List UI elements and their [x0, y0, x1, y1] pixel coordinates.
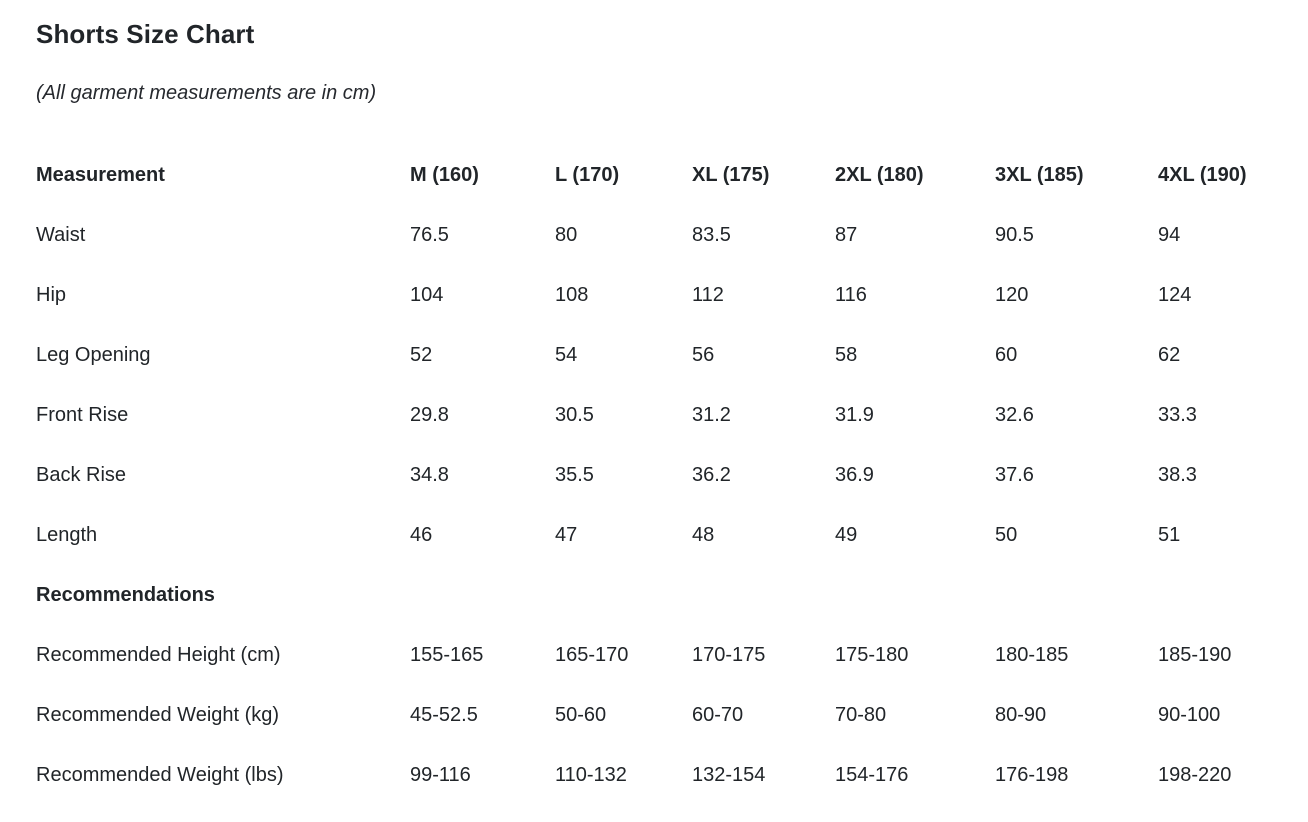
cell-value: 50-60 [555, 704, 607, 726]
table-row: Back Rise 34.8 35.5 36.2 36.9 37.6 38.3 [36, 445, 1272, 505]
row-label: Length [36, 524, 98, 546]
row-label: Back Rise [36, 464, 127, 486]
cell-value: 155-165 [410, 644, 484, 666]
column-header-size: M (160) [410, 164, 479, 186]
row-label: Front Rise [36, 404, 129, 426]
measurement-unit-note: (All garment measurements are in cm) [36, 82, 377, 104]
cell-value: 83.5 [692, 224, 731, 246]
table-row: Recommended Weight (kg) 45-52.5 50-60 60-70… [36, 685, 1272, 745]
table-row: Length 46 47 48 49 50 51 [36, 505, 1272, 565]
cell-value: 99-116 [410, 764, 471, 786]
cell-value: 30.5 [555, 404, 594, 426]
row-label: Hip [36, 284, 67, 306]
cell-value: 154-176 [835, 764, 909, 786]
column-header-measurement: Measurement [36, 164, 165, 186]
cell-value: 110-132 [555, 764, 627, 786]
cell-value: 35.5 [555, 464, 594, 486]
cell-value: 36.9 [835, 464, 874, 486]
cell-value: 37.6 [995, 464, 1034, 486]
cell-value: 54 [555, 344, 578, 366]
cell-value: 170-175 [692, 644, 766, 666]
cell-value: 70-80 [835, 704, 887, 726]
cell-value: 29.8 [410, 404, 449, 426]
row-label: Waist [36, 224, 86, 246]
table-row: Waist 76.5 80 83.5 87 90.5 94 [36, 205, 1272, 265]
cell-value: 33.3 [1158, 404, 1197, 426]
row-label: Recommended Weight (kg) [36, 704, 280, 726]
table-row: Hip 104 108 112 116 120 124 [36, 265, 1272, 325]
row-label: Leg Opening [36, 344, 151, 366]
cell-value: 62 [1158, 344, 1181, 366]
column-header-size: L (170) [555, 164, 620, 186]
cell-value: 80 [555, 224, 578, 246]
cell-value: 48 [692, 524, 715, 546]
column-header-size: 4XL (190) [1158, 164, 1247, 186]
cell-value: 31.9 [835, 404, 874, 426]
cell-value: 46 [410, 524, 433, 546]
row-label: Recommended Height (cm) [36, 644, 281, 666]
cell-value: 90-100 [1158, 704, 1221, 726]
page-title: Shorts Size Chart [36, 19, 255, 49]
cell-value: 76.5 [410, 224, 449, 246]
column-header-size: 3XL (185) [995, 164, 1084, 186]
cell-value: 124 [1158, 284, 1192, 306]
cell-value: 31.2 [692, 404, 731, 426]
cell-value: 108 [555, 284, 589, 306]
cell-value: 112 [692, 284, 724, 306]
cell-value: 120 [995, 284, 1029, 306]
row-label: Recommended Weight (lbs) [36, 764, 284, 786]
cell-value: 198-220 [1158, 764, 1232, 786]
section-header-label: Recommendations [36, 584, 215, 606]
table-row: Recommended Weight (lbs) 99-116 110-132 132… [36, 745, 1272, 805]
cell-value: 52 [410, 344, 433, 366]
table-row: Leg Opening 52 54 56 58 60 62 [36, 325, 1272, 385]
cell-value: 47 [555, 524, 578, 546]
table-row: Recommended Height (cm) 155-165 165-170 170… [36, 625, 1272, 685]
cell-value: 50 [995, 524, 1018, 546]
cell-value: 34.8 [410, 464, 449, 486]
cell-value: 104 [410, 284, 444, 306]
cell-value: 80-90 [995, 704, 1047, 726]
section-row: Recommendations [36, 565, 1272, 625]
table-body: Waist 76.5 80 83.5 87 90.5 94 Hip 104 108 112 116 12… [36, 205, 1272, 805]
cell-value: 45-52.5 [410, 704, 478, 726]
size-chart-table: Measurement M (160) L (170) XL (175) 2XL (18… [36, 145, 1272, 805]
cell-value: 176-198 [995, 764, 1069, 786]
column-header-size: XL (175) [692, 164, 770, 186]
cell-value: 90.5 [995, 224, 1034, 246]
cell-value: 56 [692, 344, 715, 366]
cell-value: 60-70 [692, 704, 744, 726]
cell-value: 175-180 [835, 644, 909, 666]
cell-value: 38.3 [1158, 464, 1197, 486]
cell-value: 58 [835, 344, 858, 366]
header-row: Measurement M (160) L (170) XL (175) 2XL (18… [36, 145, 1272, 205]
table-row: Front Rise 29.8 30.5 31.2 31.9 32.6 33.3 [36, 385, 1272, 445]
cell-value: 165-170 [555, 644, 629, 666]
cell-value: 185-190 [1158, 644, 1232, 666]
cell-value: 116 [835, 284, 867, 306]
cell-value: 49 [835, 524, 858, 546]
table-header: Measurement M (160) L (170) XL (175) 2XL (18… [36, 145, 1272, 205]
cell-value: 51 [1158, 524, 1181, 546]
cell-value: 94 [1158, 224, 1181, 246]
cell-value: 36.2 [692, 464, 731, 486]
cell-value: 180-185 [995, 644, 1069, 666]
column-header-size: 2XL (180) [835, 164, 924, 186]
cell-value: 132-154 [692, 764, 766, 786]
cell-value: 87 [835, 224, 858, 246]
cell-value: 60 [995, 344, 1018, 366]
cell-value: 32.6 [995, 404, 1034, 426]
